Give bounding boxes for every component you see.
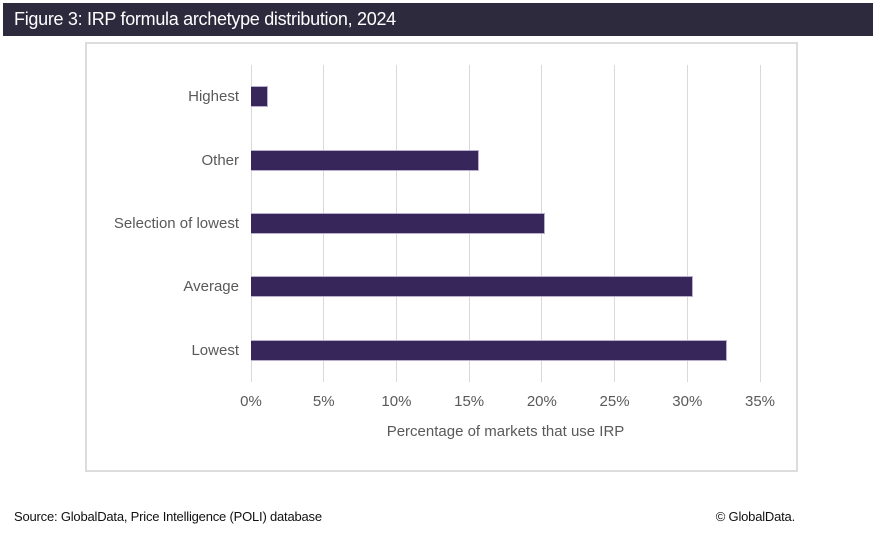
x-tick-label: 25% <box>599 393 630 410</box>
chart-frame: Highest Other Selection of lowest Average Lo… <box>85 42 798 472</box>
x-axis-title: Percentage of markets that use IRP <box>386 423 625 440</box>
bar-row <box>251 128 760 191</box>
x-tick-label: 30% <box>672 393 703 410</box>
x-axis-ticks: 0% 5% 10% 15% 20% 25% 30% 35% <box>240 393 775 413</box>
bar-lowest <box>251 339 727 361</box>
figure-title: Figure 3: IRP formula archetype distribu… <box>14 9 396 29</box>
figure-title-bar: Figure 3: IRP formula archetype distribu… <box>3 3 873 36</box>
copyright-note: © GlobalData. <box>715 509 795 524</box>
category-label: Selection of lowest <box>113 214 239 232</box>
bar-other <box>251 149 480 171</box>
source-note: Source: GlobalData, Price Intelligence (… <box>14 509 322 524</box>
gridline <box>759 65 761 382</box>
bar-row <box>251 319 760 382</box>
category-label: Highest <box>188 88 239 106</box>
x-tick-label: 10% <box>381 393 412 410</box>
category-label: Other <box>201 151 239 169</box>
gridline <box>686 65 688 382</box>
x-tick-label: 35% <box>744 393 776 410</box>
bar-selection-of-lowest <box>251 212 545 234</box>
bar-row <box>251 255 760 318</box>
x-tick-label: 5% <box>312 393 335 410</box>
x-tick-label: 0% <box>240 393 262 410</box>
category-label: Lowest <box>191 341 239 359</box>
bar-row <box>251 65 760 128</box>
category-axis: Highest Other Selection of lowest Average Lo… <box>87 65 251 382</box>
x-tick-label: 20% <box>526 393 557 410</box>
category-label: Average <box>183 278 239 296</box>
gridline <box>614 65 616 382</box>
bar-row <box>251 192 760 255</box>
bar-highest <box>251 86 269 108</box>
plot-area <box>250 65 761 382</box>
bar-average <box>251 276 694 298</box>
x-tick-label: 15% <box>454 393 485 410</box>
